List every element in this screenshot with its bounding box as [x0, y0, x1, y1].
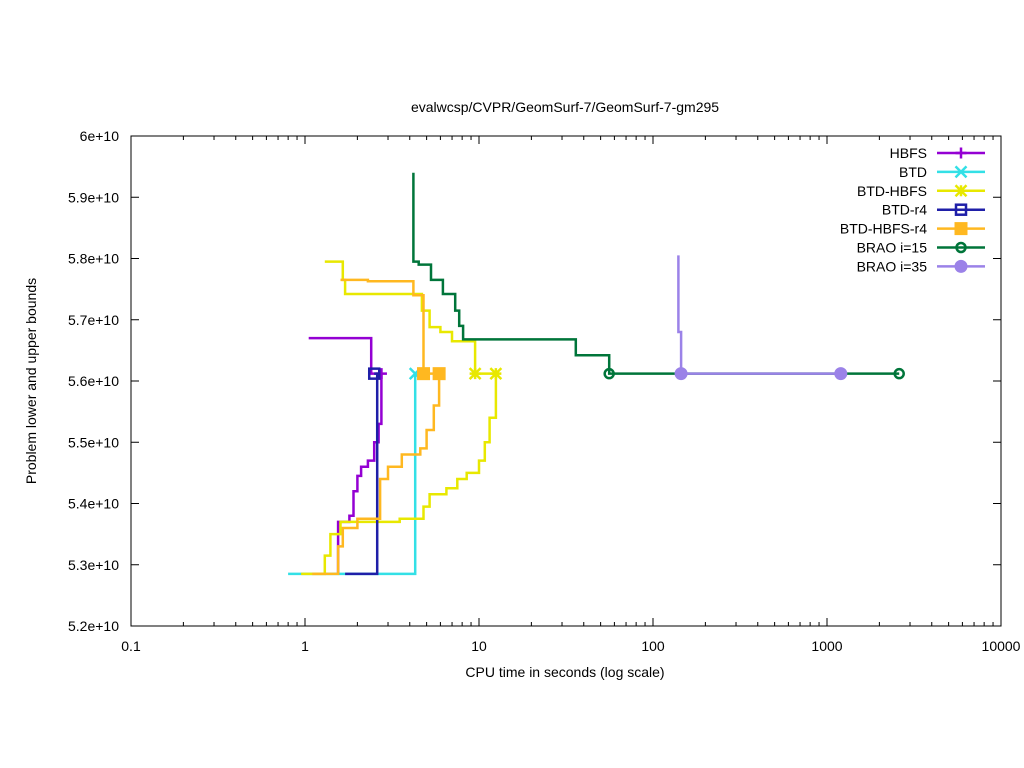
x-axis: 0.1 1 10 100 1000 10000: [121, 136, 1021, 654]
series-point: [834, 367, 848, 381]
series-point: [417, 367, 431, 381]
series-point: [468, 367, 482, 381]
series-point: [674, 367, 688, 381]
series-upper-bound-line: [412, 172, 900, 375]
x-tick-label: 10: [471, 638, 487, 654]
legend-label: BTD-HBFS-r4: [840, 221, 927, 237]
y-axis-label: Problem lower and upper bounds: [23, 278, 39, 484]
x-tick-label: 10000: [982, 638, 1021, 654]
legend-label: BTD-r4: [882, 202, 927, 218]
series-lower-bound-line: [345, 372, 379, 576]
series-lower-bound-line: [301, 373, 498, 576]
legend-entry: BTD-HBFS-r4: [840, 221, 985, 237]
y-axis: 5.2e+10 5.3e+10 5.4e+10 5.5e+10 5.6e+10 5.7e+…: [68, 128, 1001, 634]
series-point: [367, 367, 381, 380]
legend-entry: BTD: [899, 164, 985, 180]
series-lower-bound-line: [336, 373, 383, 574]
legend-marker: [954, 222, 968, 236]
x-tick-label: 100: [641, 638, 665, 654]
legend-marker: [954, 184, 968, 198]
x-tick-label: 1000: [811, 638, 842, 654]
legend-label: BRAO i=35: [857, 258, 928, 274]
y-tick-label: 6e+10: [80, 128, 120, 144]
series-btd: [288, 367, 422, 576]
x-tick-label: 0.1: [121, 638, 141, 654]
legend-marker: [954, 259, 968, 273]
y-tick-label: 5.3e+10: [68, 557, 119, 573]
y-tick-label: 5.8e+10: [68, 251, 119, 267]
x-tick-label: 1: [301, 638, 309, 654]
y-tick-label: 5.2e+10: [68, 618, 119, 634]
chart-title: evalwcsp/CVPR/GeomSurf-7/GeomSurf-7-gm29…: [411, 99, 719, 115]
series-point: [432, 367, 446, 381]
y-tick-label: 5.7e+10: [68, 312, 119, 328]
legend-entry: BTD-r4: [882, 202, 985, 218]
series-btd-hbfs: [301, 260, 503, 576]
series-btd-r4: [345, 367, 381, 576]
y-tick-label: 5.6e+10: [68, 373, 119, 389]
legend-entry: BRAO i=35: [857, 258, 985, 274]
series-lower-bound-line: [312, 373, 441, 576]
legend-marker: [954, 203, 968, 216]
legend-entry: BTD-HBFS: [857, 183, 985, 199]
legend-entry: BRAO i=15: [857, 240, 985, 256]
series-upper-bound-line: [324, 260, 496, 375]
plot-frame: [130, 135, 1002, 627]
series-upper-bound-line: [340, 278, 440, 375]
legend: HBFS BTD BTD-HBFS BTD-r4 BTD-HBFS-r4 BRAO i=1…: [840, 145, 985, 274]
y-tick-label: 5.4e+10: [68, 496, 119, 512]
legend-label: BRAO i=15: [857, 240, 928, 256]
series-brao-i-15: [412, 172, 905, 380]
series-point: [893, 367, 905, 380]
series-point: [603, 367, 615, 380]
legend-marker: [955, 147, 967, 159]
series-upper-bound-line: [677, 255, 841, 375]
y-tick-label: 5.5e+10: [68, 434, 119, 450]
series-btd-hbfs-r4: [312, 278, 446, 576]
plot-series: [288, 172, 905, 576]
x-axis-label: CPU time in seconds (log scale): [465, 664, 664, 680]
series-brao-i-35: [674, 255, 848, 381]
legend-label: BTD-HBFS: [857, 183, 927, 199]
legend-label: HBFS: [890, 145, 927, 161]
legend-entry: HBFS: [890, 145, 985, 161]
y-tick-label: 5.9e+10: [68, 189, 119, 205]
legend-marker: [955, 241, 967, 254]
series-point: [489, 367, 503, 381]
legend-marker: [954, 165, 968, 179]
series-lower-bound-line: [288, 373, 417, 576]
legend-label: BTD: [899, 164, 927, 180]
